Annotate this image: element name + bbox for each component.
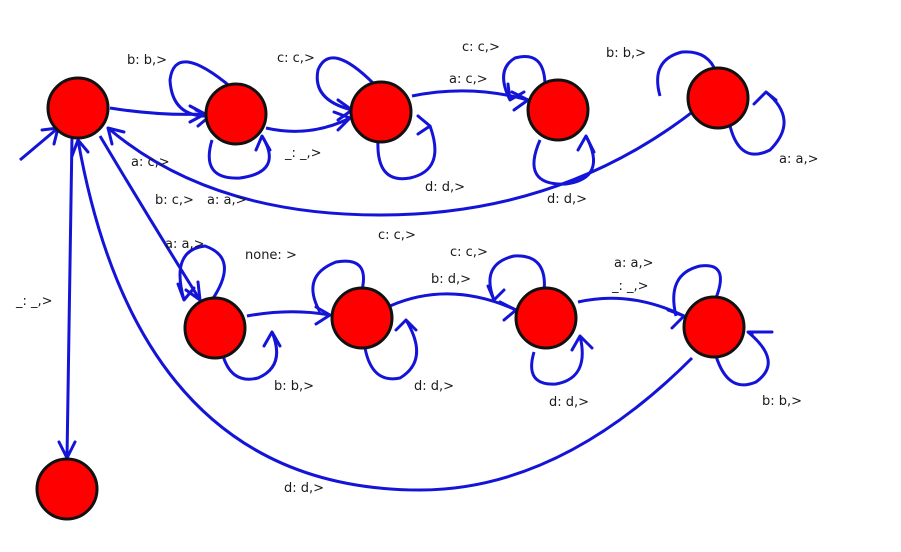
label-start-to-halt: _: _,> bbox=[15, 294, 53, 309]
loop-b1-top bbox=[178, 244, 226, 301]
arrowhead bbox=[506, 82, 526, 102]
state-start[interactable] bbox=[46, 76, 110, 140]
loop-b2-top bbox=[311, 259, 365, 313]
label-b3-loop-a: a: a,> bbox=[614, 256, 653, 271]
arrowhead bbox=[576, 134, 596, 154]
label-b1-to-b2: none: > bbox=[245, 248, 297, 263]
self-loops bbox=[168, 50, 786, 387]
arrowhead bbox=[70, 138, 90, 158]
label-b4-loop-b: b: b,> bbox=[762, 394, 802, 409]
loop-b3-bottom bbox=[530, 335, 584, 386]
label-b4-to-start: d: d,> bbox=[284, 481, 324, 496]
arrowhead bbox=[332, 110, 352, 132]
label-t1-to-t2: _: _,> bbox=[284, 146, 322, 161]
arrowhead bbox=[570, 334, 594, 352]
edge-b1-to-b2 bbox=[246, 310, 331, 318]
label-b1-loop-a: a: a,> bbox=[165, 237, 204, 252]
arrowhead bbox=[314, 305, 332, 326]
label-t2-loop-d: d: d,> bbox=[425, 180, 465, 195]
arrowhead bbox=[752, 90, 778, 106]
loop-b1-bottom bbox=[220, 331, 279, 381]
arrowhead bbox=[106, 126, 126, 146]
arrowhead bbox=[254, 134, 272, 152]
loop-b4-top bbox=[672, 264, 722, 317]
loop-b4-right bbox=[714, 330, 770, 387]
arrowhead bbox=[262, 330, 282, 348]
edge-b3-to-b4 bbox=[577, 296, 685, 318]
arrowhead bbox=[176, 282, 196, 302]
loop-t2-top bbox=[315, 56, 376, 112]
edge-t1-to-t2 bbox=[265, 116, 351, 133]
label-start-to-b1: b: c,> bbox=[155, 193, 194, 208]
label-t4-to-start: c: c,> bbox=[378, 228, 416, 243]
label-b3-loop-d: d: d,> bbox=[549, 395, 589, 410]
arrowhead bbox=[666, 308, 686, 330]
label-t1-loop-a: a: a,> bbox=[207, 193, 246, 208]
state-top-1[interactable] bbox=[204, 82, 268, 146]
state-top-3[interactable] bbox=[526, 78, 590, 142]
state-top-2[interactable] bbox=[349, 80, 413, 144]
label-b1-loop-b: b: b,> bbox=[274, 379, 314, 394]
arrowhead bbox=[394, 318, 418, 332]
edge-start-to-halt bbox=[65, 135, 74, 459]
label-b3-to-b4: _: _,> bbox=[611, 279, 649, 294]
label-b2-to-b3: b: d,> bbox=[431, 272, 471, 287]
label-t4-loop-a: a: a,> bbox=[779, 152, 818, 167]
transition-labels: b: b,> c: c,> c: c,> a: c,> b: b,> a: c,… bbox=[15, 40, 818, 496]
arrowhead bbox=[486, 284, 506, 302]
state-top-4[interactable] bbox=[686, 66, 750, 130]
label-t4-loop-b: b: b,> bbox=[606, 46, 646, 61]
state-bottom-1[interactable] bbox=[183, 296, 247, 360]
label-t3-loop-c: c: c,> bbox=[462, 40, 500, 55]
state-bottom-4[interactable] bbox=[682, 295, 746, 359]
label-b2-loop-c: c: c,> bbox=[450, 245, 488, 260]
loop-t4-top bbox=[656, 50, 718, 97]
loop-b3-top bbox=[488, 254, 546, 301]
edge-t4-to-start bbox=[107, 108, 696, 217]
label-start-to-t1: a: c,> bbox=[131, 155, 170, 170]
loop-t2-bottom bbox=[376, 125, 437, 181]
arrowhead bbox=[746, 330, 774, 336]
arrowhead bbox=[498, 300, 518, 322]
loop-t3-bottom bbox=[532, 135, 596, 186]
label-t1-loop-b: b: b,> bbox=[127, 53, 167, 68]
label-b2-loop-d: d: d,> bbox=[414, 379, 454, 394]
loop-t3-top bbox=[502, 55, 547, 101]
loop-t1-bottom bbox=[207, 135, 271, 180]
loop-t4-right bbox=[728, 90, 786, 156]
label-t3-loop-d: d: d,> bbox=[547, 192, 587, 207]
state-bottom-2[interactable] bbox=[330, 286, 394, 350]
edge-start-to-b1 bbox=[98, 135, 202, 301]
state-halt[interactable] bbox=[35, 457, 99, 521]
arrowhead bbox=[416, 114, 432, 136]
initial-arrow bbox=[19, 126, 59, 162]
state-bottom-3[interactable] bbox=[514, 286, 578, 350]
label-t3-to-t4: a: c,> bbox=[449, 72, 488, 87]
states bbox=[35, 66, 750, 521]
label-t2-loop-c: c: c,> bbox=[277, 51, 315, 66]
loop-b2-bottom bbox=[363, 319, 419, 381]
loop-t1-top bbox=[168, 60, 233, 118]
edge-b4-to-start bbox=[76, 139, 694, 492]
